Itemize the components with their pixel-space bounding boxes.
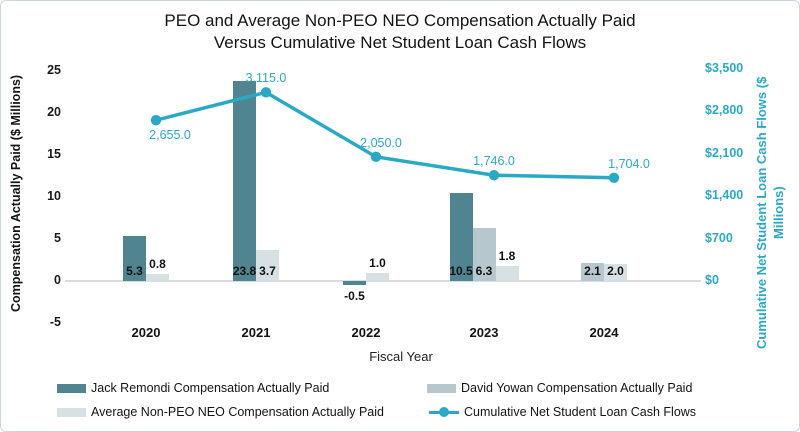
right-axis-tick: $3,500: [705, 61, 744, 75]
legend-swatch-jack-remondi: [57, 383, 86, 393]
legend-label-cash-flows: Cumulative Net Student Loan Cash Flows: [464, 405, 697, 419]
bar-jack-remondi-2023: [449, 192, 473, 281]
legend-item-cash-flows-line: Cumulative Net Student Loan Cash Flows: [429, 405, 696, 419]
x-axis-label-2022: 2022: [351, 325, 381, 340]
bar-label-avg-non-peo-neo-2021: 3.7: [259, 264, 276, 278]
right-axis-tick: $2,100: [705, 145, 744, 160]
bar-avg-non-peo-neo-2022: [366, 272, 389, 281]
left-axis-tick: 5: [54, 231, 61, 245]
right-axis-tick: $1,400: [705, 188, 744, 203]
line-point-label-2024: 1,704.0: [608, 156, 650, 171]
bar-label-jack-remondi-2023: 10.5: [449, 264, 473, 278]
bar-avg-non-peo-neo-2023: [495, 265, 519, 281]
bar-avg-non-peo-neo-2020: [146, 274, 169, 281]
x-axis-label-2020: 2020: [131, 325, 161, 340]
x-axis-label-2024: 2024: [589, 325, 619, 340]
legend-item-jack-remondi: Jack Remondi Compensation Actually Paid: [57, 381, 329, 395]
line-point: [260, 87, 272, 98]
bar-label-jack-remondi-2022: -0.5: [344, 289, 365, 304]
x-axis-label-2021: 2021: [241, 325, 271, 340]
line-point-label-2020: 2,655.0: [149, 128, 191, 143]
legend-swatch-david-yowan: [427, 383, 456, 393]
right-axis-tick: $700: [705, 230, 733, 245]
line-point: [370, 151, 382, 163]
bar-label-avg-non-peo-neo-2023: 1.8: [498, 248, 516, 263]
right-axis-tick: $0: [705, 273, 719, 287]
legend-line-marker-icon: [429, 407, 459, 417]
x-axis-title: Fiscal Year: [369, 349, 433, 364]
bar-label-david-yowan-2023: 6.3: [475, 264, 493, 278]
bar-jack-remondi-2021: [233, 81, 256, 281]
line-point: [150, 114, 162, 126]
legend-label-avg-non-peo: Average Non-PEO NEO Compensation Actuall…: [91, 405, 384, 419]
x-axis-label-2023: 2023: [469, 325, 499, 340]
bar-label-avg-non-peo-neo-2020: 0.8: [149, 257, 166, 272]
legend-item-david-yowan: David Yowan Compensation Actually Paid: [427, 381, 692, 395]
legend-item-avg-non-peo: Average Non-PEO NEO Compensation Actuall…: [57, 405, 384, 419]
bar-label-jack-remondi-2021: 23.8: [232, 264, 257, 278]
bar-jack-remondi-2022: [343, 281, 366, 286]
bar-avg-non-peo-neo-2024: [604, 264, 627, 281]
left-axis-tick: 20: [47, 105, 61, 119]
zero-gridline: [65, 280, 701, 282]
line-point: [488, 170, 500, 181]
legend-label-jack-remondi: Jack Remondi Compensation Actually Paid: [91, 381, 330, 395]
left-axis-tick: 10: [47, 189, 61, 203]
bar-david-yowan-2024: [581, 263, 604, 281]
bar-label-david-yowan-2024: 2.1: [584, 264, 601, 278]
bar-label-jack-remondi-2020: 5.3: [126, 264, 143, 278]
bar-david-yowan-2023: [472, 228, 496, 281]
line-point-label-2023: 1,746.0: [473, 154, 515, 169]
line-point: [608, 172, 620, 183]
legend-label-david-yowan: David Yowan Compensation Actually Paid: [461, 381, 693, 395]
bar-jack-remondi-2020: [123, 236, 146, 281]
chart-title-line1: PEO and Average Non-PEO NEO Compensation…: [164, 11, 636, 30]
left-axis-tick: 15: [47, 147, 61, 161]
chart-title-line2: Versus Cumulative Net Student Loan Cash …: [213, 33, 587, 52]
chart-title: PEO and Average Non-PEO NEO Compensation…: [1, 10, 799, 54]
left-axis-tick: -5: [49, 315, 61, 329]
left-axis-tick: 25: [47, 63, 61, 77]
legend-swatch-avg-non-peo: [57, 407, 86, 417]
left-axis-tick: 0: [54, 273, 61, 287]
line-point-label-2021: 3,115.0: [245, 71, 287, 86]
line-point-label-2022: 2,050.0: [360, 135, 402, 150]
bar-label-avg-non-peo-neo-2024: 2.0: [607, 264, 624, 278]
right-axis-tick: $2,800: [705, 103, 744, 118]
bar-label-avg-non-peo-neo-2022: 1.0: [369, 255, 386, 270]
bar-avg-non-peo-neo-2021: [256, 249, 279, 281]
